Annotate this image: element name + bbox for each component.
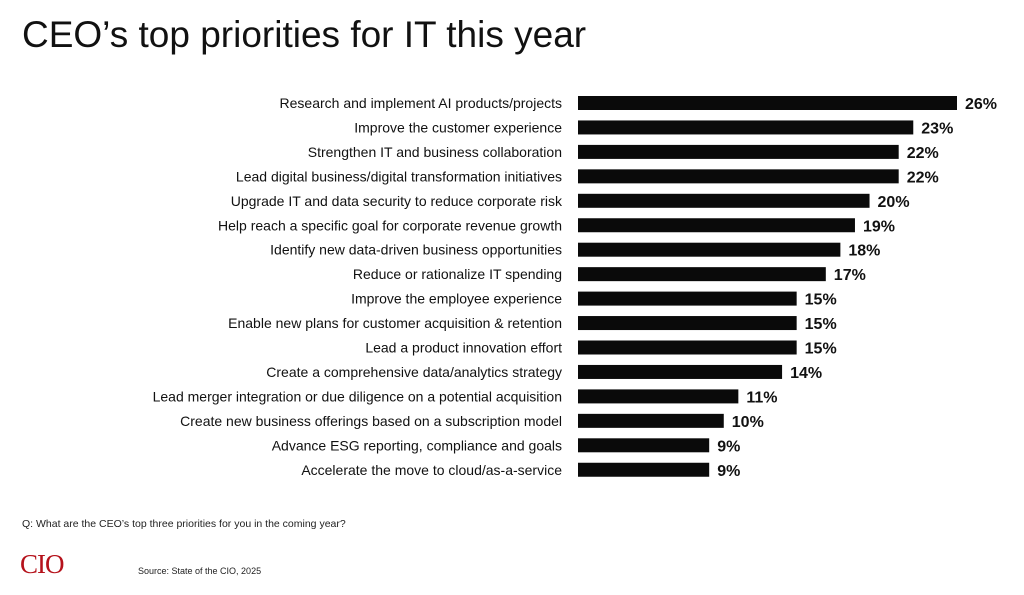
value-label: 22% xyxy=(907,145,939,162)
survey-question: Q: What are the CEO’s top three prioriti… xyxy=(22,518,346,530)
value-label: 23% xyxy=(921,120,953,137)
bar xyxy=(578,413,724,428)
value-label: 14% xyxy=(790,365,822,382)
bar xyxy=(578,242,841,257)
category-label: Upgrade IT and data security to reduce c… xyxy=(231,193,563,209)
chart-title: CEO’s top priorities for IT this year xyxy=(22,14,587,55)
value-label: 17% xyxy=(834,267,866,284)
bar xyxy=(578,462,710,477)
value-label: 11% xyxy=(746,389,777,406)
category-label: Advance ESG reporting, compliance and go… xyxy=(272,437,562,453)
bar xyxy=(578,438,710,453)
bar xyxy=(578,316,797,331)
category-label: Lead merger integration or due diligence… xyxy=(153,388,562,404)
value-label: 22% xyxy=(907,169,939,186)
value-label: 26% xyxy=(965,96,997,113)
value-label: 9% xyxy=(717,463,740,480)
category-label: Improve the employee experience xyxy=(351,291,562,307)
category-label: Accelerate the move to cloud/as-a-servic… xyxy=(301,462,562,478)
cio-logo: CIO xyxy=(20,549,64,579)
bar xyxy=(578,389,739,404)
bar xyxy=(578,120,914,135)
category-label: Create a comprehensive data/analytics st… xyxy=(266,364,562,380)
bar xyxy=(578,291,797,306)
category-label: Strengthen IT and business collaboration xyxy=(308,144,562,160)
bar xyxy=(578,193,870,208)
category-label: Reduce or rationalize IT spending xyxy=(353,266,562,282)
bar xyxy=(578,144,899,159)
bar xyxy=(578,218,855,233)
category-label: Lead a product innovation effort xyxy=(365,340,562,356)
bar xyxy=(578,96,957,110)
value-label: 15% xyxy=(805,292,837,309)
value-label: 18% xyxy=(848,243,880,260)
category-label: Enable new plans for customer acquisitio… xyxy=(228,315,562,331)
category-label: Research and implement AI products/proje… xyxy=(280,95,562,111)
value-label: 9% xyxy=(717,438,740,455)
bar xyxy=(578,169,899,184)
category-label: Create new business offerings based on a… xyxy=(180,413,562,429)
value-label: 20% xyxy=(878,194,910,211)
source-note: Source: State of the CIO, 2025 xyxy=(138,566,262,576)
value-label: 10% xyxy=(732,414,764,431)
category-label: Identify new data-driven business opport… xyxy=(270,242,562,258)
value-label: 15% xyxy=(805,316,837,333)
value-label: 15% xyxy=(805,341,837,358)
bar xyxy=(578,340,797,355)
category-label: Help reach a specific goal for corporate… xyxy=(218,217,562,233)
value-label: 19% xyxy=(863,218,895,235)
bar xyxy=(578,267,826,282)
bar xyxy=(578,364,783,379)
category-label: Lead digital business/digital transforma… xyxy=(236,168,562,184)
category-label: Improve the customer experience xyxy=(354,119,562,135)
